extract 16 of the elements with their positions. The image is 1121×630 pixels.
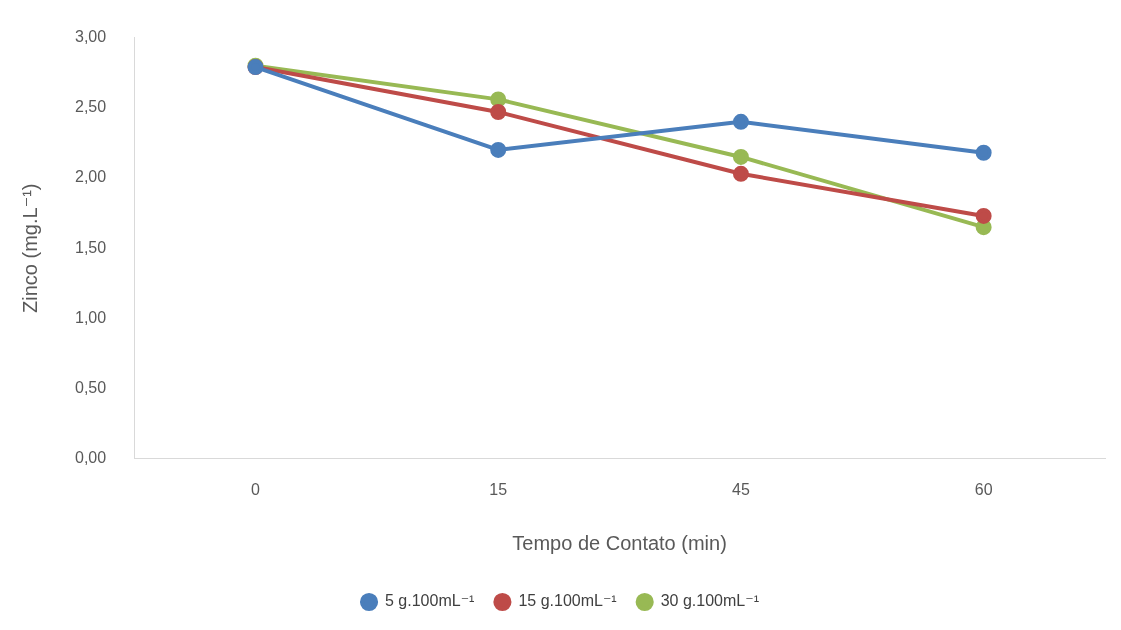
x-tick-label: 45 (732, 480, 750, 498)
x-tick-label: 0 (251, 480, 261, 498)
y-tick-label: 0,00 (75, 449, 107, 467)
y-tick-label: 0,50 (75, 379, 107, 397)
y-tick-label: 2,50 (75, 98, 107, 116)
legend-label: 15 g.100mL⁻¹ (518, 592, 617, 610)
y-tick-label: 3,00 (75, 28, 107, 46)
legend-label: 5 g.100mL⁻¹ (385, 592, 475, 610)
legend-label: 30 g.100mL⁻¹ (660, 592, 759, 610)
x-axis-title: Tempo de Contato (min) (512, 531, 727, 554)
y-tick-label: 1,50 (75, 238, 107, 256)
y-axis-title: Zinco (mg.L⁻¹) (18, 183, 41, 313)
x-tick-label: 60 (974, 480, 993, 498)
x-tick-label: 15 (489, 480, 508, 498)
y-tick-label: 2,00 (75, 168, 107, 186)
y-tick-label: 1,00 (75, 308, 107, 326)
